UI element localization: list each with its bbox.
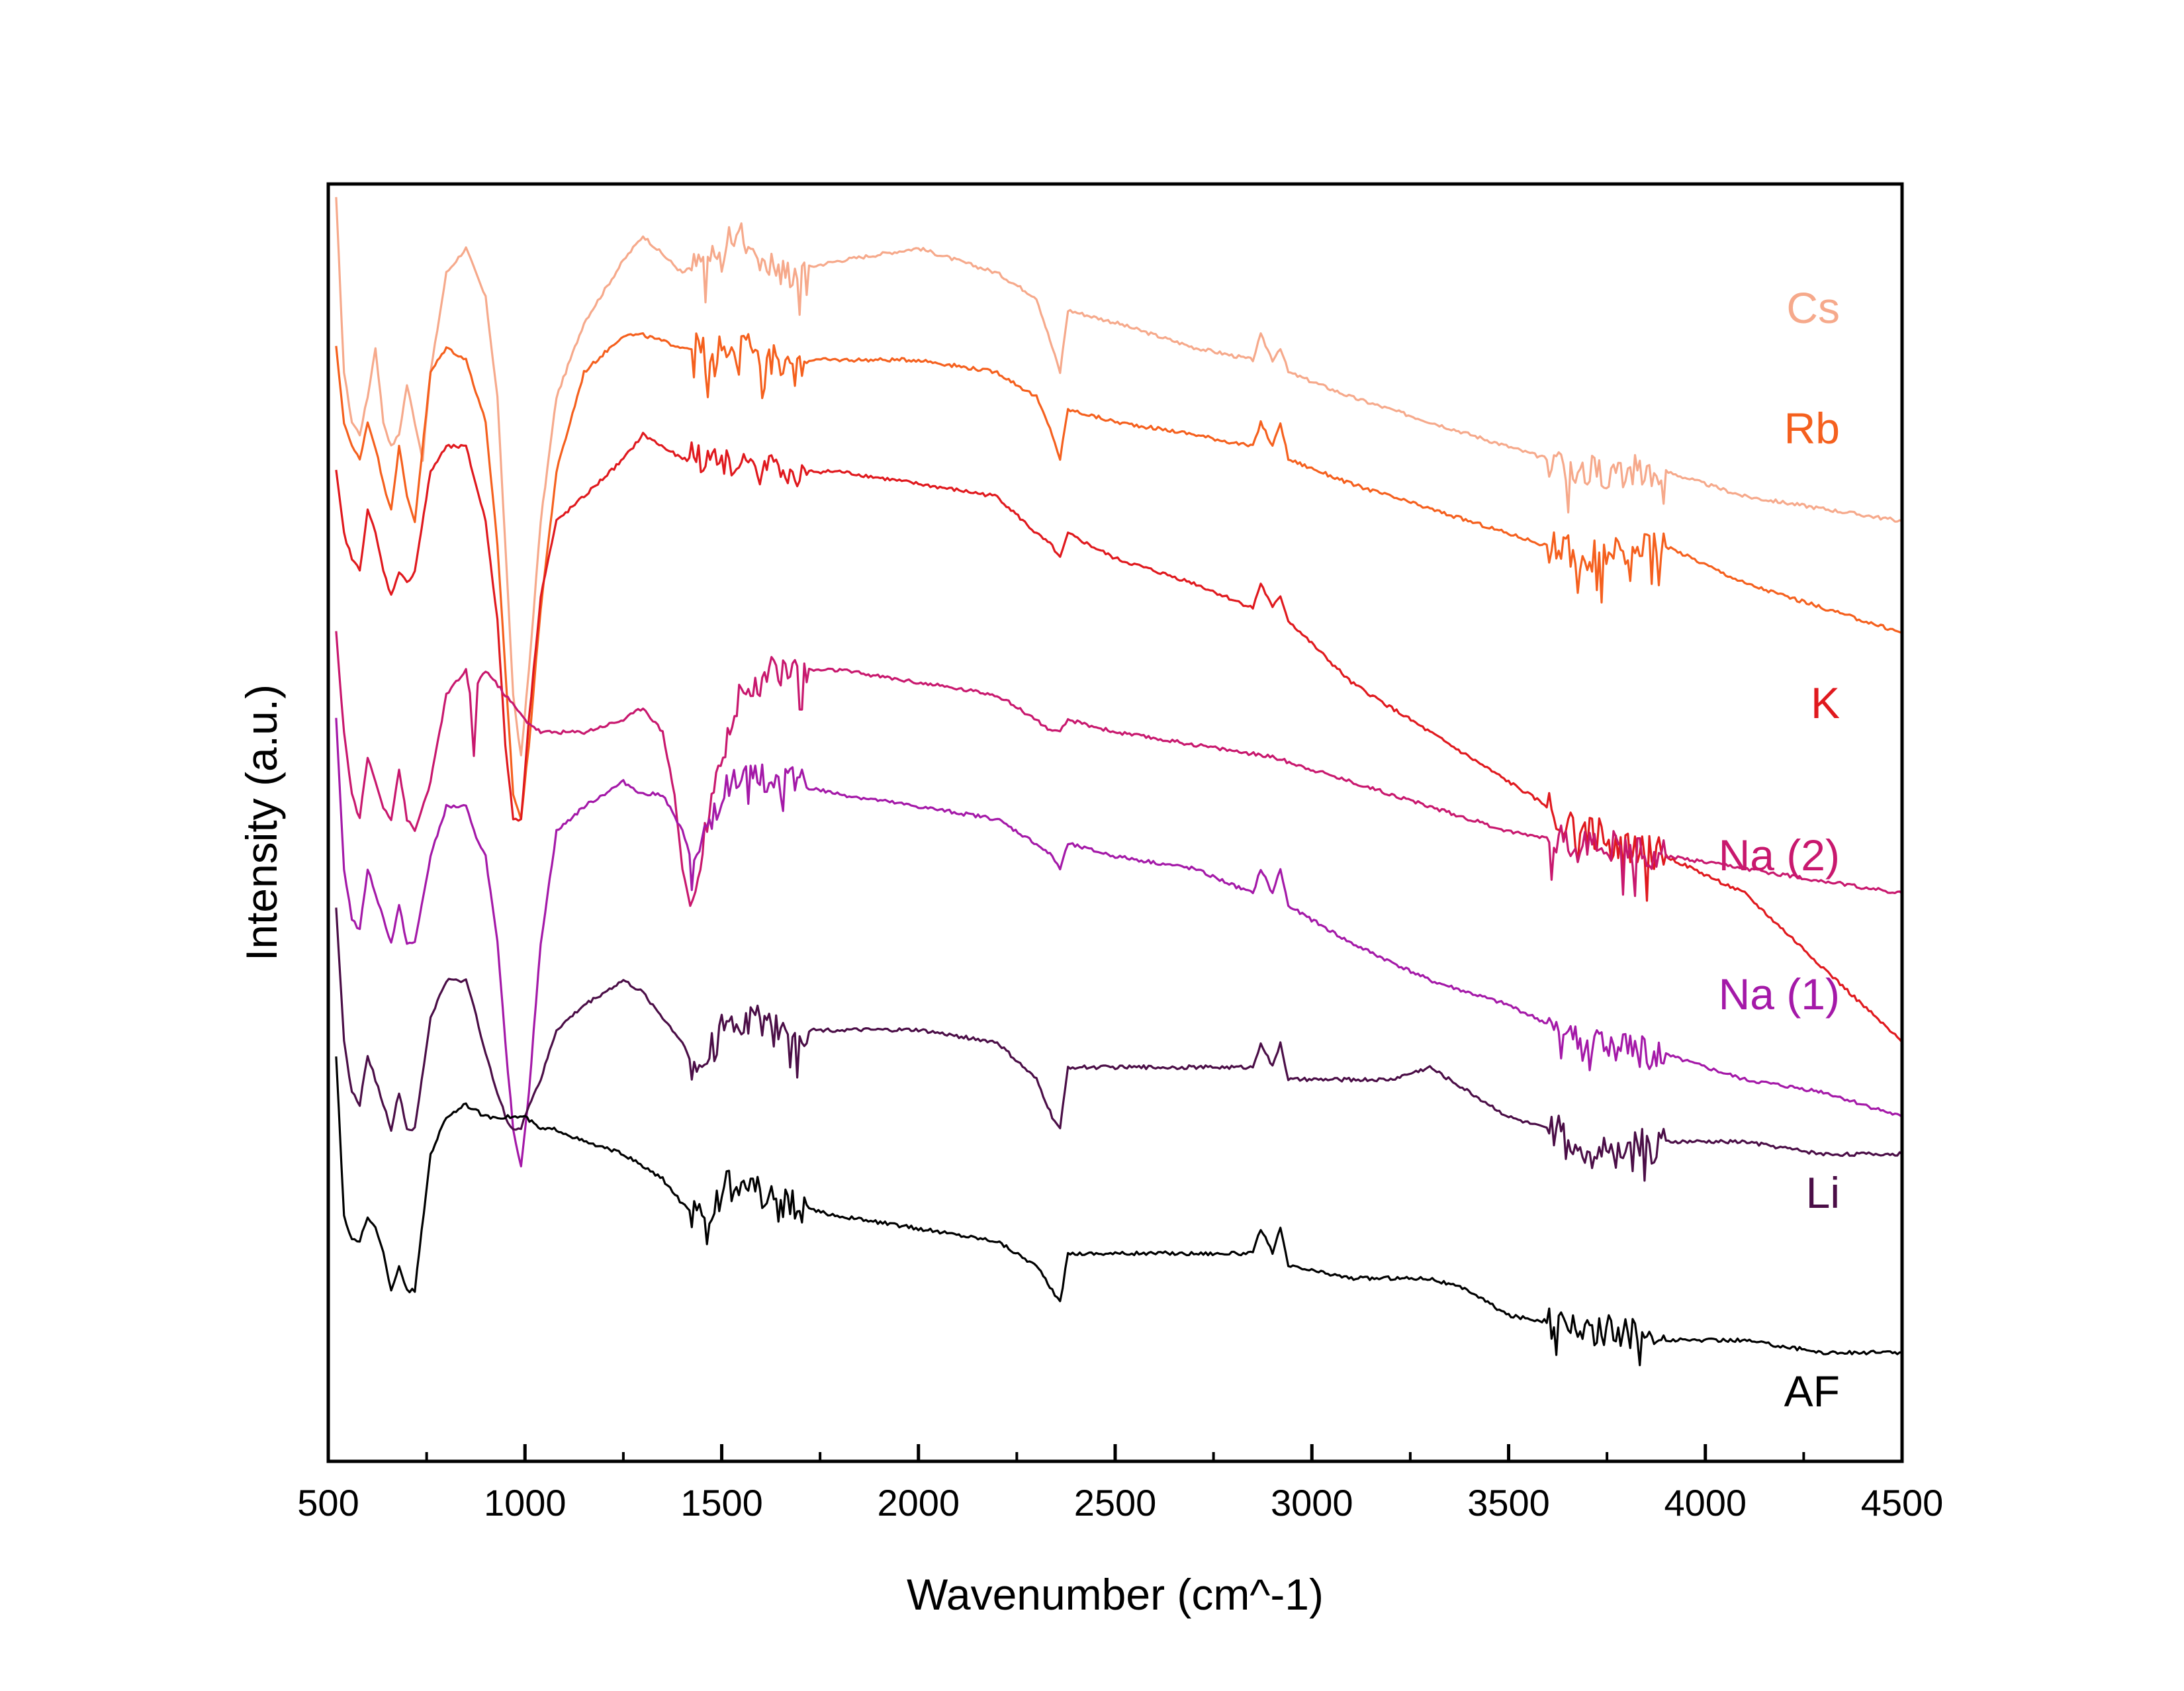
- x-axis-title: Wavenumber (cm^-1): [907, 1570, 1324, 1619]
- series-label: Li: [1806, 1168, 1840, 1217]
- series-label: Na (2): [1719, 831, 1840, 880]
- x-tick-label: 1000: [484, 1482, 567, 1524]
- x-tick-label: 2000: [877, 1482, 960, 1524]
- x-tick-label: 2500: [1074, 1482, 1157, 1524]
- series-labels: Cs Rb K Na (2) Na (1) Li AF: [1719, 283, 1840, 1416]
- series-line: [335, 907, 1902, 1182]
- series-label: Cs: [1786, 283, 1840, 332]
- x-tick-label: 500: [297, 1482, 359, 1524]
- series-label: Na (1): [1719, 970, 1840, 1019]
- series-line: [335, 717, 1902, 1167]
- series-layer: [335, 197, 1902, 1367]
- series-line: [335, 197, 1902, 756]
- series-line: [335, 1056, 1902, 1367]
- series-label: K: [1811, 678, 1840, 727]
- x-axis-ticks: 500 1000 1500 2000 2500 3000 3500 4000 4500: [297, 1444, 1943, 1524]
- y-axis-title: Intensity (a.u.): [237, 684, 286, 961]
- series-line: [335, 631, 1902, 907]
- x-tick-label: 1500: [680, 1482, 763, 1524]
- x-tick-label: 3000: [1271, 1482, 1353, 1524]
- series-label: Rb: [1784, 404, 1840, 453]
- series-line: [335, 332, 1902, 821]
- x-tick-label: 4500: [1861, 1482, 1944, 1524]
- x-tick-label: 4000: [1664, 1482, 1747, 1524]
- series-line: [335, 432, 1902, 1043]
- x-tick-label: 3500: [1467, 1482, 1550, 1524]
- series-label: AF: [1784, 1367, 1840, 1416]
